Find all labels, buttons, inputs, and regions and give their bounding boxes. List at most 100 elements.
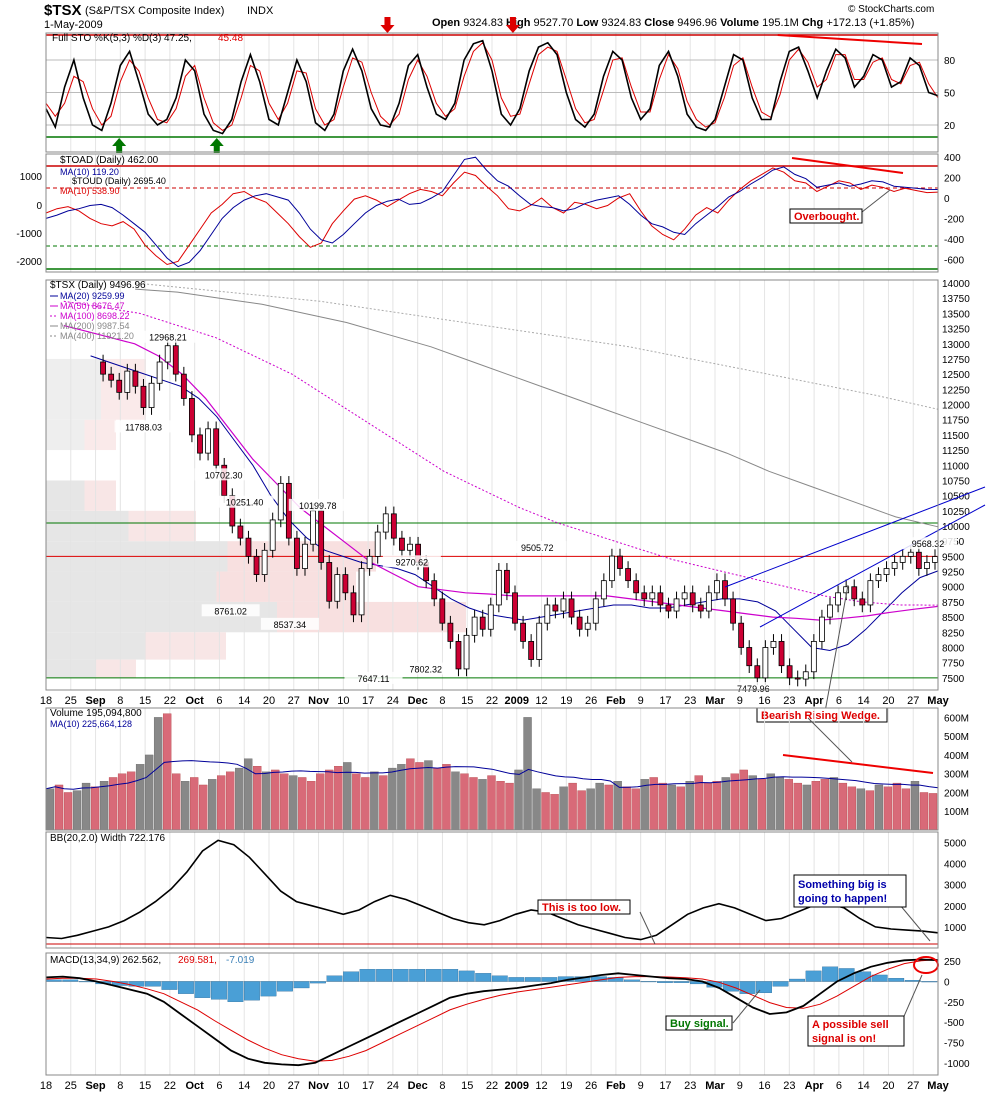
x-axis-label: 24 <box>387 1080 399 1092</box>
macd-line <box>45 958 939 1067</box>
volume-bar <box>253 766 262 831</box>
x-axis-label: Mar <box>705 695 725 707</box>
x-axis-label: May <box>927 695 949 707</box>
toad-right-tick: -200 <box>944 215 964 226</box>
candle-body <box>487 604 494 630</box>
macd-histogram-bar <box>425 969 442 982</box>
volume-bar <box>144 754 154 831</box>
volume-bar <box>874 784 884 831</box>
bb-tick-label: 4000 <box>944 860 967 871</box>
macd-histogram-bar <box>623 979 640 982</box>
candle-body <box>617 555 623 569</box>
volume-bar <box>442 764 451 831</box>
macd-panel <box>45 952 939 1076</box>
volume-bar <box>586 788 595 831</box>
price-tick-label: 12250 <box>942 385 970 396</box>
candle-body <box>641 592 648 600</box>
price-label-bg <box>396 662 455 675</box>
macd-histogram-bar <box>822 966 839 982</box>
candle-body <box>754 665 761 679</box>
volume-bar <box>262 771 271 831</box>
volume-bar <box>478 779 487 831</box>
macd-histogram-bar <box>144 981 161 987</box>
volume-bar <box>63 792 73 831</box>
price-label-bg <box>724 682 783 695</box>
macd-histogram-bar <box>310 981 326 984</box>
sell-signal-box <box>807 1015 905 1047</box>
candle-body <box>520 622 526 642</box>
chg-value: +172.13 (+1.85%) <box>826 17 915 29</box>
x-axis-label: 8 <box>439 695 445 707</box>
volume-bar <box>352 773 361 831</box>
candle-body <box>681 592 688 600</box>
candle-body <box>455 641 462 670</box>
volume-by-price-bar <box>101 358 146 420</box>
candle-body <box>197 434 203 454</box>
x-axis-label: 14 <box>238 695 250 707</box>
macd-histogram-bar <box>161 981 178 990</box>
x-axis-label: 10 <box>337 695 349 707</box>
candle-body <box>544 604 551 624</box>
macd-histogram-bar <box>128 981 145 987</box>
candle-body <box>730 598 736 624</box>
volume-tick-label: 500M <box>944 732 969 743</box>
volume-ma-legend: MA(10) 225,664,128 <box>50 719 132 729</box>
volume-bar <box>90 786 100 831</box>
x-axis-label: May <box>927 1080 949 1092</box>
volume-by-price-bar <box>216 571 356 602</box>
candle-body <box>294 537 300 569</box>
low-value: 9324.83 <box>601 17 642 29</box>
price-tick-label: 8000 <box>942 643 965 654</box>
macd-histogram-bar <box>326 975 343 982</box>
buy-signal-pointer <box>732 989 761 1024</box>
x-axis-label: 15 <box>461 1080 473 1092</box>
x-axis-label: 15 <box>139 1080 151 1092</box>
volume-bar <box>784 779 793 831</box>
chart-exchange: INDX <box>247 5 274 17</box>
price-label-bg <box>508 541 567 554</box>
x-axis-label: 26 <box>585 695 597 707</box>
candle-body <box>390 513 397 539</box>
price-ma-line <box>135 282 939 410</box>
price-tick-label: 12000 <box>942 401 970 412</box>
candle-body <box>189 398 195 436</box>
something-big-label-2: going to happen! <box>798 893 887 905</box>
x-axis-label: 17 <box>362 1080 374 1092</box>
candle-body <box>342 574 349 594</box>
volume-bar <box>676 786 685 831</box>
candle-body <box>245 537 252 557</box>
candle-body <box>124 370 131 393</box>
volume-by-price-bar <box>46 571 217 602</box>
candle-body <box>431 580 438 600</box>
volume-bar <box>469 777 478 831</box>
volume-bar <box>487 775 496 831</box>
x-axis-label: 23 <box>783 695 795 707</box>
stoch-panel <box>45 32 939 153</box>
candle-body <box>819 616 825 642</box>
volume-bar <box>135 764 145 831</box>
volume-bar <box>532 788 541 831</box>
candle-body <box>714 580 720 594</box>
x-axis-label: Sep <box>85 1080 105 1092</box>
volume-bar <box>802 784 812 831</box>
toad-ma-legend: MA(10) 119.20 <box>60 167 119 177</box>
price-tick-label: 8500 <box>942 613 965 624</box>
x-axis-label: 8 <box>117 695 123 707</box>
volume-bar <box>496 781 505 831</box>
candle-body <box>100 361 106 375</box>
candle-body <box>851 586 858 600</box>
macd-histogram-bar <box>524 977 541 982</box>
candle-body <box>447 622 454 642</box>
candle-body <box>932 556 938 563</box>
volume-bar <box>298 777 307 831</box>
price-label: 9270.62 <box>396 557 429 567</box>
macd-histogram-bar <box>673 981 690 983</box>
x-axis-label: 22 <box>486 1080 498 1092</box>
toud-ma-legend: MA(10) 538.90 <box>60 186 120 196</box>
x-axis-label: 12 <box>535 695 547 707</box>
x-axis-label: 23 <box>783 1080 795 1092</box>
price-tick-label: 7750 <box>942 659 965 670</box>
x-axis-label: 19 <box>560 1080 572 1092</box>
volume-bar <box>181 781 190 831</box>
volume-label: Volume <box>720 17 760 29</box>
